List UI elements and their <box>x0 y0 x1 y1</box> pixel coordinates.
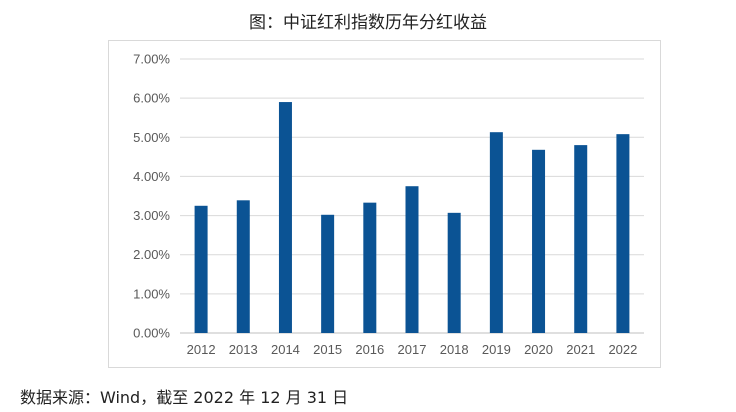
bar-2016 <box>363 202 377 333</box>
y-tick-label: 7.00% <box>133 52 170 67</box>
x-tick-label: 2016 <box>355 342 384 357</box>
y-tick-label: 6.00% <box>133 91 170 106</box>
x-tick-label: 2015 <box>313 342 342 357</box>
y-tick-label: 3.00% <box>133 208 170 223</box>
bar-2020 <box>532 149 546 333</box>
x-tick-label: 2018 <box>440 342 469 357</box>
bar-2014 <box>278 102 292 333</box>
bar-2022 <box>616 134 630 333</box>
chart-area <box>108 40 661 368</box>
chart-title: 图：中证红利指数历年分红收益 <box>249 13 487 33</box>
x-tick-label: 2013 <box>229 342 258 357</box>
x-tick-label: 2012 <box>187 342 216 357</box>
y-tick-label: 4.00% <box>133 169 170 184</box>
bar-2018 <box>447 212 461 333</box>
bar-2013 <box>236 200 250 333</box>
x-tick-label: 2014 <box>271 342 300 357</box>
y-tick-label: 5.00% <box>133 130 170 145</box>
data-source-note: 数据来源：Wind，截至 2022 年 12 月 31 日 <box>20 388 349 407</box>
y-tick-label: 0.00% <box>133 326 170 341</box>
x-tick-label: 2017 <box>398 342 427 357</box>
x-tick-label: 2020 <box>524 342 553 357</box>
bar-2015 <box>321 214 335 333</box>
y-tick-label: 2.00% <box>133 247 170 262</box>
x-tick-label: 2022 <box>608 342 637 357</box>
y-tick-label: 1.00% <box>133 286 170 301</box>
bar-2019 <box>489 132 503 333</box>
x-tick-label: 2021 <box>566 342 595 357</box>
bar-2021 <box>574 145 588 333</box>
bar-2017 <box>405 186 419 333</box>
bar-2012 <box>194 205 208 333</box>
x-tick-label: 2019 <box>482 342 511 357</box>
